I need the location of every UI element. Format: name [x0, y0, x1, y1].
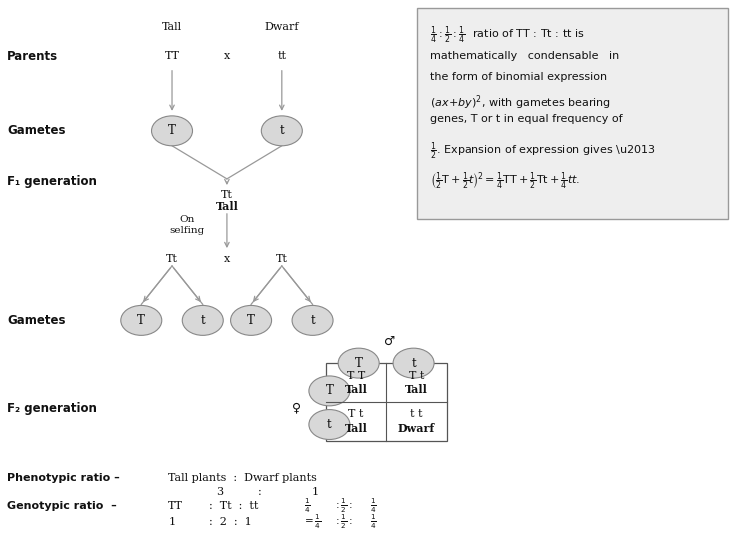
Text: T t: T t	[408, 371, 424, 381]
Text: Dwarf: Dwarf	[397, 422, 435, 434]
Bar	[326, 363, 447, 441]
Text: TT: TT	[168, 501, 183, 511]
Circle shape	[182, 305, 223, 335]
Text: $\frac{1}{4}$: $\frac{1}{4}$	[304, 497, 310, 515]
Text: $(ax\!+\!by)^{2}$, with gametes bearing: $(ax\!+\!by)^{2}$, with gametes bearing	[430, 93, 610, 112]
Text: the form of binomial expression: the form of binomial expression	[430, 72, 607, 82]
Text: t: t	[411, 357, 416, 370]
Circle shape	[152, 116, 193, 146]
Text: F₁ generation: F₁ generation	[7, 175, 97, 188]
Text: tt: tt	[277, 51, 286, 61]
Text: Genotypic ratio  –: Genotypic ratio –	[7, 501, 117, 511]
Text: $:\frac{1}{2}:$: $:\frac{1}{2}:$	[333, 513, 353, 531]
Circle shape	[261, 116, 302, 146]
Text: 1: 1	[311, 488, 318, 497]
Text: x: x	[224, 51, 230, 61]
Text: $\frac{1}{4}:\frac{1}{2}:\frac{1}{4}$  ratio of TT : Tt : tt is: $\frac{1}{4}:\frac{1}{2}:\frac{1}{4}$ ra…	[430, 24, 584, 45]
Text: t: t	[327, 418, 332, 431]
Text: T: T	[355, 357, 362, 370]
Text: Tall plants  :  Dwarf plants: Tall plants : Dwarf plants	[168, 473, 317, 483]
Text: 1: 1	[168, 517, 176, 527]
Circle shape	[292, 305, 333, 335]
Text: TT: TT	[165, 51, 179, 61]
Text: $\frac{1}{4}$: $\frac{1}{4}$	[370, 513, 376, 531]
Text: Gametes: Gametes	[7, 314, 66, 327]
Text: T: T	[326, 384, 333, 397]
Text: T t: T t	[348, 409, 364, 419]
Text: Tall: Tall	[345, 384, 367, 395]
Text: Dwarf: Dwarf	[264, 22, 299, 32]
Text: $\left(\frac{1}{2}\mathrm{T}+\frac{1}{2}t\right)^{\!2}=\frac{1}{4}\mathrm{TT}+\f: $\left(\frac{1}{2}\mathrm{T}+\frac{1}{2}…	[430, 171, 580, 192]
Text: ♂: ♂	[384, 335, 395, 348]
Text: Tall: Tall	[405, 384, 427, 395]
Text: t: t	[280, 124, 284, 137]
Text: Tt: Tt	[221, 190, 233, 200]
Text: T T: T T	[347, 371, 365, 381]
Text: $\frac{1}{4}$: $\frac{1}{4}$	[370, 497, 376, 515]
Text: T: T	[247, 314, 255, 327]
Text: Tt: Tt	[166, 254, 178, 264]
Text: T: T	[168, 124, 176, 137]
Text: On
selfing: On selfing	[169, 215, 204, 234]
Text: T: T	[138, 314, 145, 327]
Circle shape	[231, 305, 272, 335]
Text: $=\frac{1}{4}$: $=\frac{1}{4}$	[302, 513, 321, 531]
Text: x: x	[224, 254, 230, 264]
Text: ♀: ♀	[292, 401, 301, 414]
Text: t t: t t	[410, 409, 422, 419]
FancyBboxPatch shape	[417, 8, 728, 219]
Text: Tall: Tall	[345, 422, 367, 434]
Text: genes, T or t in equal frequency of: genes, T or t in equal frequency of	[430, 114, 622, 124]
Text: $:\frac{1}{2}:$: $:\frac{1}{2}:$	[333, 497, 353, 515]
Text: Phenotypic ratio –: Phenotypic ratio –	[7, 473, 120, 483]
Text: :: :	[258, 488, 262, 497]
Circle shape	[309, 376, 350, 406]
Text: mathematically   condensable   in: mathematically condensable in	[430, 51, 619, 61]
Text: $\frac{1}{2}$. Expansion of expression gives \u2013: $\frac{1}{2}$. Expansion of expression g…	[430, 140, 655, 162]
Text: Tall: Tall	[162, 22, 182, 32]
Circle shape	[121, 305, 162, 335]
Text: t: t	[310, 314, 315, 327]
Text: 3: 3	[216, 488, 223, 497]
Text: F₂ generation: F₂ generation	[7, 402, 97, 415]
Text: Gametes: Gametes	[7, 124, 66, 137]
Circle shape	[309, 410, 350, 439]
Circle shape	[393, 348, 434, 378]
Text: :  Tt  :  tt: : Tt : tt	[209, 501, 258, 511]
Text: Tall: Tall	[215, 201, 239, 213]
Text: t: t	[201, 314, 205, 327]
Text: Tt: Tt	[276, 254, 288, 264]
Text: Parents: Parents	[7, 50, 59, 62]
Text: :  2  :  1: : 2 : 1	[209, 517, 251, 527]
Circle shape	[338, 348, 379, 378]
